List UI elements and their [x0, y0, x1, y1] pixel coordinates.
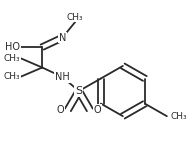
Text: HO: HO [5, 42, 20, 52]
Text: CH₃: CH₃ [67, 13, 84, 22]
Text: CH₃: CH₃ [4, 54, 20, 63]
Text: CH₃: CH₃ [4, 72, 20, 81]
Text: NH: NH [55, 72, 70, 82]
Text: N: N [59, 33, 66, 43]
Text: S: S [75, 86, 82, 96]
Text: O: O [57, 105, 64, 115]
Text: CH₃: CH₃ [170, 112, 187, 121]
Text: O: O [93, 105, 101, 115]
